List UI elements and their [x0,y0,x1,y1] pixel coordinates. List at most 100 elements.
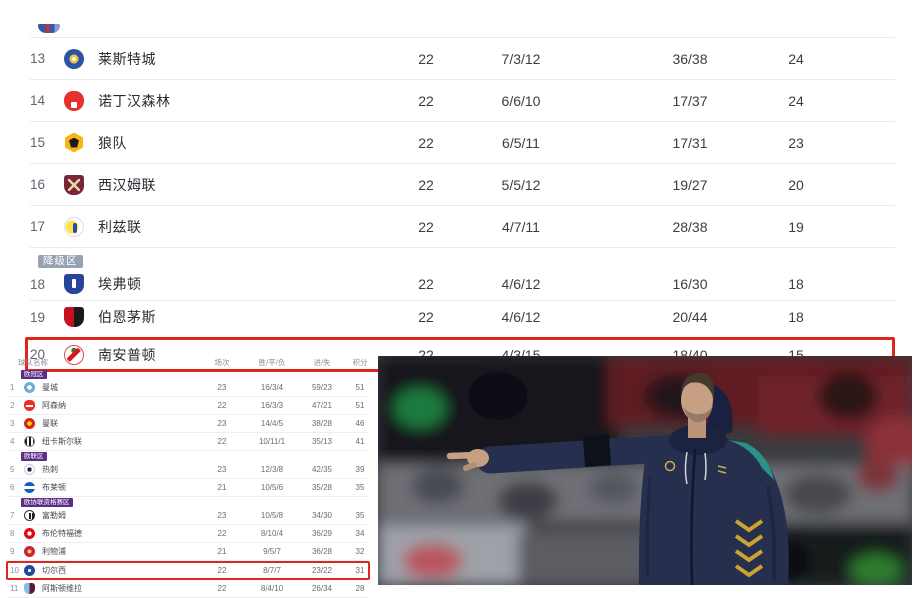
team-name: 南安普顿 [98,346,156,363]
win-draw-loss: 8/7/7 [263,566,281,575]
team-name: 西汉姆联 [98,176,156,193]
rank: 10 [10,566,19,575]
table-row[interactable]: 11 阿斯顿维拉 22 8/4/10 26/34 28 [8,580,368,598]
table-row[interactable]: 19 伯恩茅斯 22 4/6/12 20/44 18 [30,300,895,333]
matches-played: 23 [217,419,227,428]
rank: 6 [10,483,15,492]
rank: 15 [30,135,46,150]
rank: 8 [10,529,15,538]
zone-divider: 欧联区 [8,451,368,461]
matches-played: 22 [418,218,434,235]
rank: 14 [30,93,46,108]
matches-played: 22 [217,437,227,446]
matches-played: 23 [217,383,227,392]
goals-for-against: 47/21 [311,401,333,410]
table-row[interactable]: 2 阿森纳 22 16/3/3 47/21 51 [8,397,368,415]
points: 20 [788,176,804,193]
rank: 5 [10,465,15,474]
table-row[interactable]: 4 纽卡斯尔联 22 10/11/1 35/13 41 [8,433,368,451]
team-name: 布伦特福德 [42,529,82,538]
win-draw-loss: 7/3/12 [501,50,541,67]
goals-for-against: 23/22 [311,566,333,575]
rank: 16 [30,177,46,192]
goals-for-against: 20/44 [672,309,708,325]
goals-for-against: 36/28 [311,547,333,556]
table-row[interactable]: 16 西汉姆联 22 5/5/12 19/27 20 [30,163,895,205]
win-draw-loss: 14/4/5 [260,419,284,428]
table-row[interactable]: 13 莱斯特城 22 7/3/12 36/38 24 [30,37,895,79]
win-draw-loss: 4/6/12 [501,276,541,292]
win-draw-loss: 6/6/10 [501,92,541,109]
table-row[interactable]: 9 利物浦 21 9/5/7 36/28 32 [8,543,368,561]
rank: 7 [10,511,15,520]
matches-played: 22 [217,529,227,538]
team-name: 曼联 [42,419,58,428]
table-row[interactable]: 15 狼队 22 6/5/11 17/31 23 [30,121,895,163]
header-wdl: 胜/平/负 [258,358,286,367]
team-name: 布莱顿 [42,483,66,492]
table-row[interactable]: 17 利兹联 22 4/7/11 28/38 19 [30,205,895,247]
points: 19 [788,218,804,235]
rank: 17 [30,219,46,234]
nottingham-forest-crest-icon [64,90,84,111]
points: 23 [788,134,804,151]
table-row[interactable]: 18 埃弗顿 22 4/6/12 16/30 18 [30,268,895,300]
conference-league-zone-badge: 欧协联资格赛区 [21,498,73,507]
win-draw-loss: 10/11/1 [258,437,286,446]
rank: 20 [30,347,46,362]
table-row[interactable]: 14 诺丁汉森林 22 6/6/10 17/37 24 [30,79,895,121]
win-draw-loss: 9/5/7 [263,547,281,556]
leicester-city-crest-icon [64,48,84,69]
win-draw-loss: 4/7/11 [502,218,540,235]
points: 41 [355,437,365,446]
team-name: 莱斯特城 [98,50,156,67]
team-name: 伯恩茅斯 [98,309,156,325]
newcastle-crest-icon [24,436,35,447]
points: 51 [355,383,365,392]
win-draw-loss: 6/5/11 [502,134,540,151]
win-draw-loss: 4/6/12 [501,309,541,325]
team-name: 狼队 [98,134,127,151]
points: 18 [788,309,804,325]
table-row[interactable]: 10 切尔西 22 8/7/7 23/22 31 [8,563,368,578]
win-draw-loss: 8/10/4 [260,529,284,538]
matches-played: 23 [217,511,227,520]
goals-for-against: 19/27 [672,176,708,193]
goals-for-against: 38/28 [311,419,333,428]
points: 28 [355,584,365,593]
mini-table-header: 球队名称 场次 胜/平/负 进/失 积分 [8,356,368,369]
table-row[interactable]: 1 曼城 23 16/3/4 59/23 51 [8,379,368,397]
points: 39 [355,465,365,474]
relegation-zone-divider: 降级区 [30,247,895,268]
zone-divider: 欧协联资格赛区 [8,497,368,507]
matches-played: 21 [217,547,227,556]
goals-for-against: 17/31 [672,134,708,151]
goals-for-against: 36/38 [672,50,708,67]
rank: 4 [10,437,15,446]
tottenham-crest-icon [24,464,35,475]
rank: 3 [10,419,15,428]
goals-for-against: 59/23 [311,383,333,392]
table-row[interactable]: 8 布伦特福德 22 8/10/4 36/29 34 [8,525,368,543]
photo-illustration [378,356,912,585]
points: 46 [355,419,365,428]
header-played: 场次 [214,358,230,367]
matches-played: 22 [217,584,227,593]
points: 32 [355,547,365,556]
goals-for-against: 34/30 [311,511,333,520]
matches-played: 22 [418,92,434,109]
matches-played: 22 [418,50,434,67]
points: 24 [788,92,804,109]
table-row[interactable]: 7 富勒姆 23 10/5/8 34/30 35 [8,507,368,525]
rank: 2 [10,401,15,410]
team-name: 热刺 [42,465,58,474]
table-row[interactable]: 6 布莱顿 21 10/5/6 35/28 35 [8,479,368,497]
table-row[interactable]: 3 曼联 23 14/4/5 38/28 46 [8,415,368,433]
goals-for-against: 36/29 [311,529,333,538]
mini-standings-table: 球队名称 场次 胜/平/负 进/失 积分 欧冠区 1 曼城 23 16/3/4 … [6,356,370,598]
rank: 1 [10,383,15,392]
table-row[interactable]: 5 热刺 23 12/3/8 42/35 39 [8,461,368,479]
win-draw-loss: 10/5/8 [260,511,284,520]
matches-played: 22 [217,401,227,410]
